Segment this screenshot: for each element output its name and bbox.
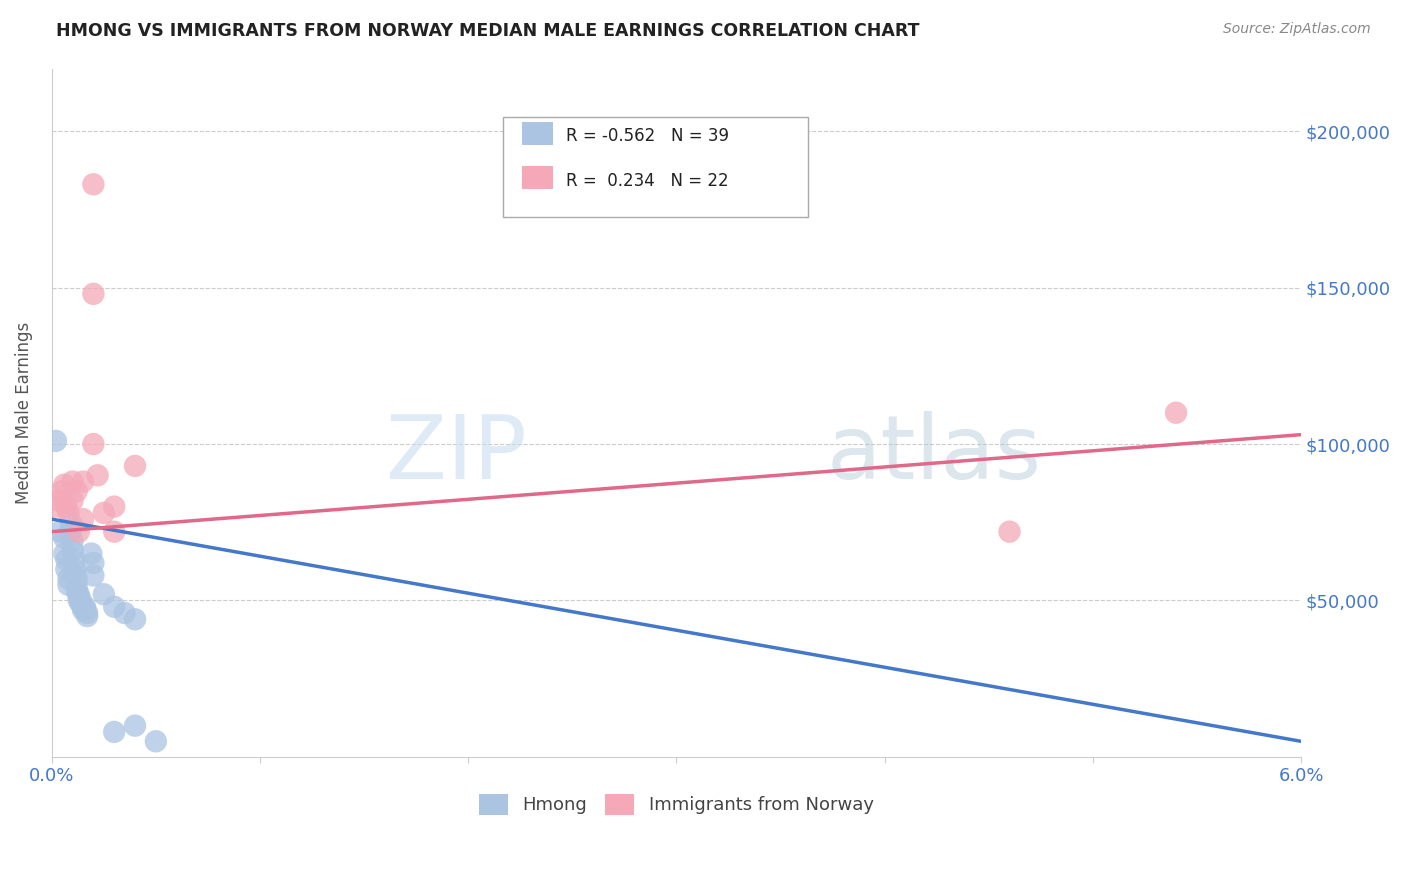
Point <box>46 493 69 508</box>
Text: ZIP: ZIP <box>385 410 526 498</box>
Point <box>103 599 125 614</box>
Text: Source: ZipAtlas.com: Source: ZipAtlas.com <box>1223 22 1371 37</box>
Point <box>67 524 90 539</box>
Point <box>66 572 89 586</box>
Text: HMONG VS IMMIGRANTS FROM NORWAY MEDIAN MALE EARNINGS CORRELATION CHART: HMONG VS IMMIGRANTS FROM NORWAY MEDIAN M… <box>56 22 920 40</box>
Legend: Hmong, Immigrants from Norway: Hmong, Immigrants from Norway <box>470 785 883 823</box>
Point <box>66 584 89 599</box>
Point <box>53 477 76 491</box>
Point <box>72 512 94 526</box>
Point <box>62 475 84 489</box>
Point <box>59 524 82 539</box>
Point <box>58 572 80 586</box>
Point <box>75 603 97 617</box>
Point <box>62 534 84 549</box>
Point <box>76 609 98 624</box>
Point <box>59 515 82 529</box>
Point <box>80 547 103 561</box>
Point <box>53 531 76 545</box>
Point <box>72 603 94 617</box>
Point <box>103 725 125 739</box>
Point <box>53 547 76 561</box>
Point <box>45 434 67 448</box>
Point <box>55 553 77 567</box>
Y-axis label: Median Male Earnings: Median Male Earnings <box>15 322 32 504</box>
Point <box>124 719 146 733</box>
Point <box>67 587 90 601</box>
Text: R = -0.562   N = 39: R = -0.562 N = 39 <box>565 127 728 145</box>
Point <box>103 524 125 539</box>
Text: atlas: atlas <box>827 410 1042 498</box>
Point <box>63 568 86 582</box>
Point <box>75 599 97 614</box>
Point <box>145 734 167 748</box>
Point <box>70 593 93 607</box>
Point <box>82 556 104 570</box>
Point <box>72 599 94 614</box>
Point <box>93 587 115 601</box>
Point <box>1164 406 1187 420</box>
Point <box>51 483 73 498</box>
Point <box>86 468 108 483</box>
Point <box>114 606 136 620</box>
Text: R =  0.234   N = 22: R = 0.234 N = 22 <box>565 171 728 189</box>
Point <box>82 568 104 582</box>
Point <box>62 493 84 508</box>
Point <box>58 578 80 592</box>
Point <box>82 437 104 451</box>
Point <box>55 562 77 576</box>
Point <box>67 593 90 607</box>
Point <box>998 524 1021 539</box>
Point <box>82 178 104 192</box>
Point <box>66 483 89 498</box>
Point <box>49 524 72 539</box>
Point <box>76 606 98 620</box>
Point <box>124 458 146 473</box>
Point <box>103 500 125 514</box>
Point <box>82 286 104 301</box>
Point <box>66 578 89 592</box>
Point <box>63 562 86 576</box>
Point <box>63 553 86 567</box>
Point <box>72 475 94 489</box>
Point <box>45 500 67 514</box>
Point <box>93 506 115 520</box>
Point <box>55 500 77 514</box>
Point <box>58 506 80 520</box>
Point <box>67 591 90 605</box>
Point <box>124 612 146 626</box>
Point <box>70 597 93 611</box>
Point <box>62 543 84 558</box>
